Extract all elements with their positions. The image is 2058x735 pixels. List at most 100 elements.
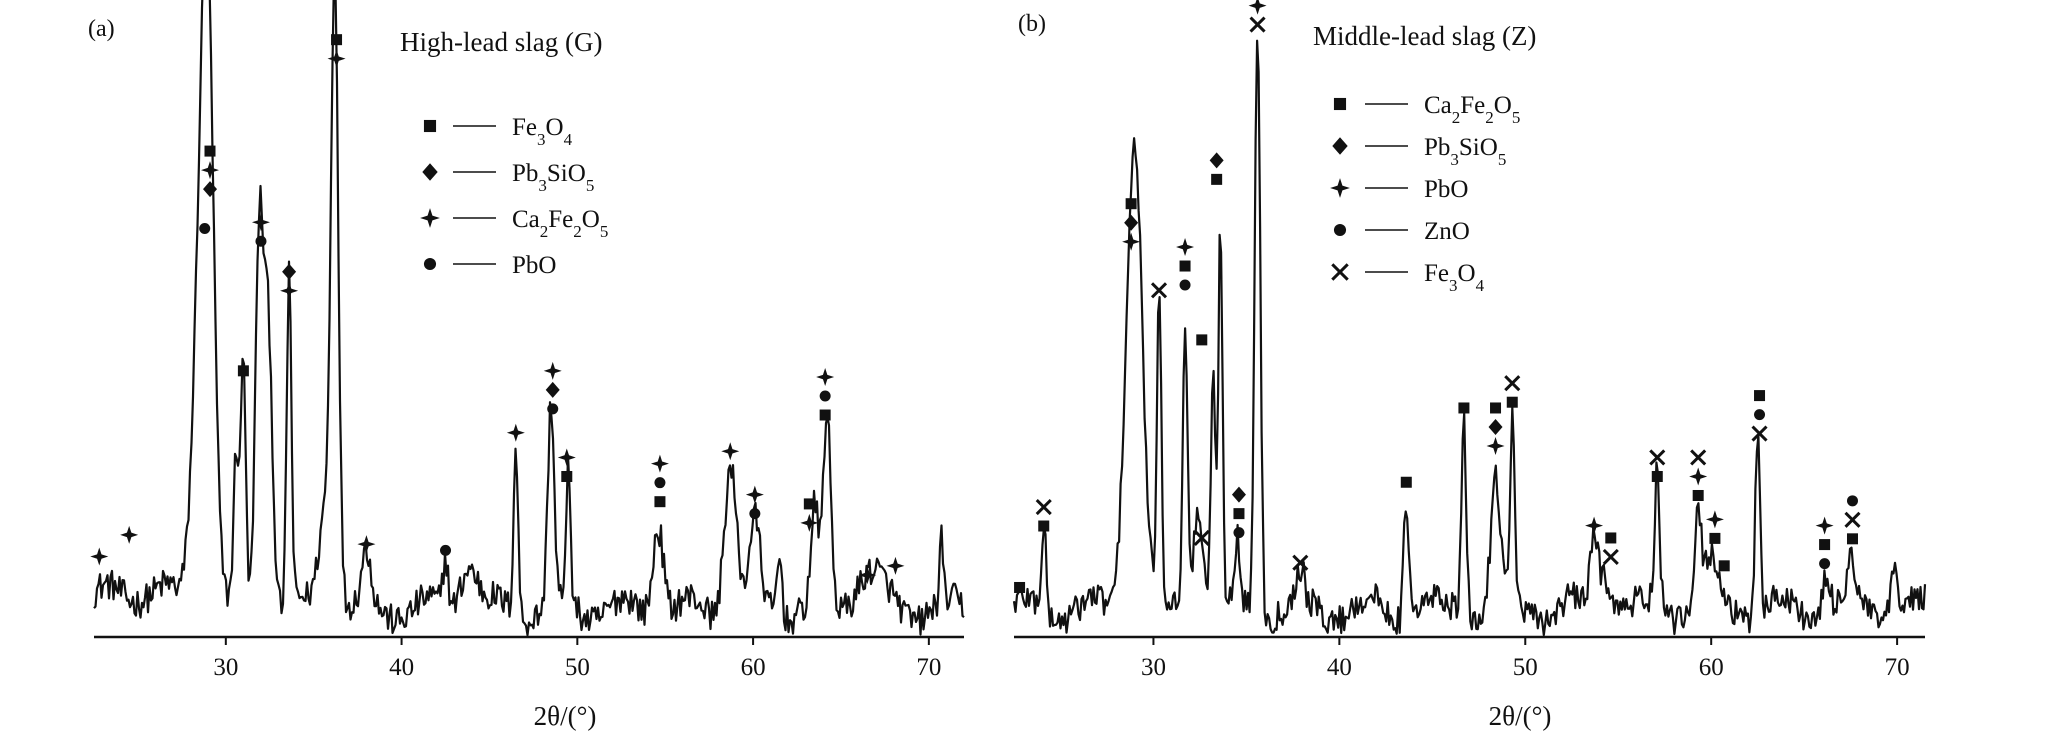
peak-marker-square xyxy=(1819,539,1831,551)
peak-marker-circle xyxy=(440,544,452,556)
chart-title: Middle-lead slag (Z) xyxy=(1313,21,1536,51)
legend-label: PbO xyxy=(1424,176,1468,203)
peak-marker-square xyxy=(237,365,249,377)
legend-marker-diamond xyxy=(422,163,438,181)
x-tick-label: 50 xyxy=(565,654,590,681)
peak-marker-square xyxy=(1233,508,1245,520)
peak-marker-cross xyxy=(1248,0,1267,15)
peak-marker-cross xyxy=(327,49,346,68)
peak-marker-x xyxy=(1690,449,1707,466)
peak-marker-diamond xyxy=(1209,152,1224,169)
x-tick-label: 30 xyxy=(1141,654,1166,681)
peak-marker-square xyxy=(803,498,815,510)
peak-marker-cross xyxy=(280,281,299,300)
legend-marker-cross xyxy=(420,208,440,228)
peak-marker-square xyxy=(1692,489,1704,501)
peak-marker-square xyxy=(1709,532,1721,544)
peak-marker-square xyxy=(1506,396,1518,408)
peak-marker-square xyxy=(1651,470,1663,482)
peak-marker-cross xyxy=(1689,467,1708,486)
peak-marker-cross xyxy=(1815,516,1834,535)
x-tick-label: 70 xyxy=(1885,654,1910,681)
peak-marker-x xyxy=(1249,16,1266,33)
legend-marker-square xyxy=(1333,97,1347,111)
legend-marker-diamond xyxy=(1332,137,1348,155)
peak-marker-cross xyxy=(1585,516,1604,535)
peak-marker-cross xyxy=(543,361,562,380)
peak-marker-circle xyxy=(654,477,666,489)
peak-marker-cross xyxy=(800,513,819,532)
panel-a-high-lead-slag: (a) High-lead slag (G) 30 40 50 60 70 2θ/(°) Fe3… xyxy=(88,0,965,731)
peak-marker-x xyxy=(1292,554,1309,571)
legend-marker-square xyxy=(423,119,437,133)
peak-marker-diamond xyxy=(545,381,560,398)
x-tick-label: 40 xyxy=(389,654,414,681)
peak-marker-diamond xyxy=(1231,486,1246,503)
peak-marker-cross xyxy=(506,423,525,442)
peak-marker-square xyxy=(1038,520,1050,532)
peak-marker-square xyxy=(1400,476,1412,488)
peak-marker-x xyxy=(1602,548,1619,566)
peak-marker-square xyxy=(1179,260,1191,272)
x-tick-label: 60 xyxy=(1699,654,1724,681)
panel-b-middle-lead-slag: (b) Middle-lead slag (Z) 30 40 50 60 70 2θ/(°) C… xyxy=(1012,0,1927,731)
peak-marker-x xyxy=(1649,449,1666,466)
peak-marker-square xyxy=(1490,402,1502,414)
x-tick-label: 30 xyxy=(213,654,238,681)
peak-marker-cross xyxy=(1486,436,1505,455)
legend-marker-circle xyxy=(423,257,437,271)
peak-marker-circle xyxy=(1846,495,1858,507)
legend-label: Ca2Fe2O5 xyxy=(1424,92,1520,127)
peak-marker-cross xyxy=(1122,232,1141,251)
peak-marker-square xyxy=(561,470,573,482)
legend-label: ZnO xyxy=(1424,218,1470,245)
peak-marker-diamond xyxy=(203,181,217,198)
peak-marker-square xyxy=(1754,390,1766,402)
peak-marker-x xyxy=(1844,511,1861,528)
panel-label: (a) xyxy=(88,16,115,42)
peak-marker-cross xyxy=(721,442,740,461)
peak-marker-cross xyxy=(858,566,877,585)
peak-marker-diamond xyxy=(1488,418,1503,435)
x-tick-label: 60 xyxy=(741,654,766,681)
peak-marker-circle xyxy=(1179,279,1191,291)
peak-marker-cross xyxy=(90,547,109,566)
legend-marker-x xyxy=(1331,263,1349,281)
panel-label: (b) xyxy=(1018,11,1046,37)
peak-marker-square xyxy=(654,496,666,508)
peak-marker-x xyxy=(1751,425,1768,442)
peak-marker-x xyxy=(1193,529,1210,547)
x-axis-label: 2θ/(°) xyxy=(534,701,597,731)
peak-marker-square xyxy=(1014,581,1026,593)
peak-marker-square xyxy=(819,409,831,421)
peak-marker-cross xyxy=(251,213,270,232)
peak-marker-cross xyxy=(650,454,669,473)
peak-marker-cross xyxy=(357,535,376,554)
peak-marker-square xyxy=(1718,560,1730,572)
peak-marker-square xyxy=(1458,402,1470,414)
peak-marker-circle xyxy=(199,222,211,234)
peak-marker-square xyxy=(1196,334,1208,346)
peak-marker-square xyxy=(1605,532,1617,544)
legend-label: Pb3SiO5 xyxy=(1424,134,1506,169)
peak-marker-cross xyxy=(120,525,139,544)
peak-marker-square xyxy=(204,145,216,157)
peak-marker-x xyxy=(1035,498,1052,516)
xrd-pattern-line xyxy=(93,0,965,637)
peak-marker-square xyxy=(331,34,343,46)
peak-marker-circle xyxy=(1754,409,1766,421)
peak-marker-cross xyxy=(745,485,764,504)
x-axis-label: 2θ/(°) xyxy=(1489,701,1552,731)
legend-label: Fe3O4 xyxy=(512,114,573,149)
peak-marker-circle xyxy=(749,508,761,520)
peak-marker-square xyxy=(1846,533,1858,545)
peak-marker-circle xyxy=(547,403,559,415)
legend-label: Fe3O4 xyxy=(1424,260,1485,295)
peak-marker-diamond xyxy=(1124,214,1139,231)
legend-label: Ca2Fe2O5 xyxy=(512,206,608,241)
peak-marker-square xyxy=(1125,198,1137,210)
legend-label: Pb3SiO5 xyxy=(512,160,594,195)
peak-marker-cross xyxy=(886,556,905,575)
x-tick-label: 70 xyxy=(916,654,941,681)
